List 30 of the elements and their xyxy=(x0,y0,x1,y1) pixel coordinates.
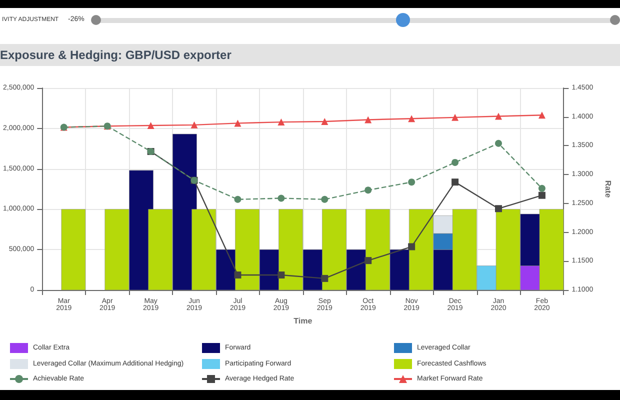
point xyxy=(452,114,459,121)
point xyxy=(494,112,502,120)
point xyxy=(321,274,328,282)
point xyxy=(278,271,285,278)
point xyxy=(494,205,502,212)
point xyxy=(538,192,546,199)
point xyxy=(408,178,416,186)
point xyxy=(278,194,285,202)
point xyxy=(538,112,546,119)
point xyxy=(234,120,242,127)
point xyxy=(452,158,459,166)
chart-title: Exposure & Hedging: GBP/USD exporter xyxy=(0,48,232,62)
point xyxy=(234,196,242,203)
point xyxy=(278,118,285,126)
point xyxy=(364,186,372,194)
bar xyxy=(61,209,86,290)
point xyxy=(234,271,242,278)
point xyxy=(538,184,546,192)
point xyxy=(408,115,416,122)
point xyxy=(321,118,328,125)
point xyxy=(321,196,328,203)
point xyxy=(364,257,372,264)
point xyxy=(147,122,154,130)
point xyxy=(452,178,459,186)
point xyxy=(364,116,372,124)
point xyxy=(495,140,502,147)
point xyxy=(408,243,416,250)
y2-axis-title: Rate xyxy=(604,180,612,198)
point xyxy=(190,121,198,128)
x-axis-title: Time xyxy=(294,316,313,326)
